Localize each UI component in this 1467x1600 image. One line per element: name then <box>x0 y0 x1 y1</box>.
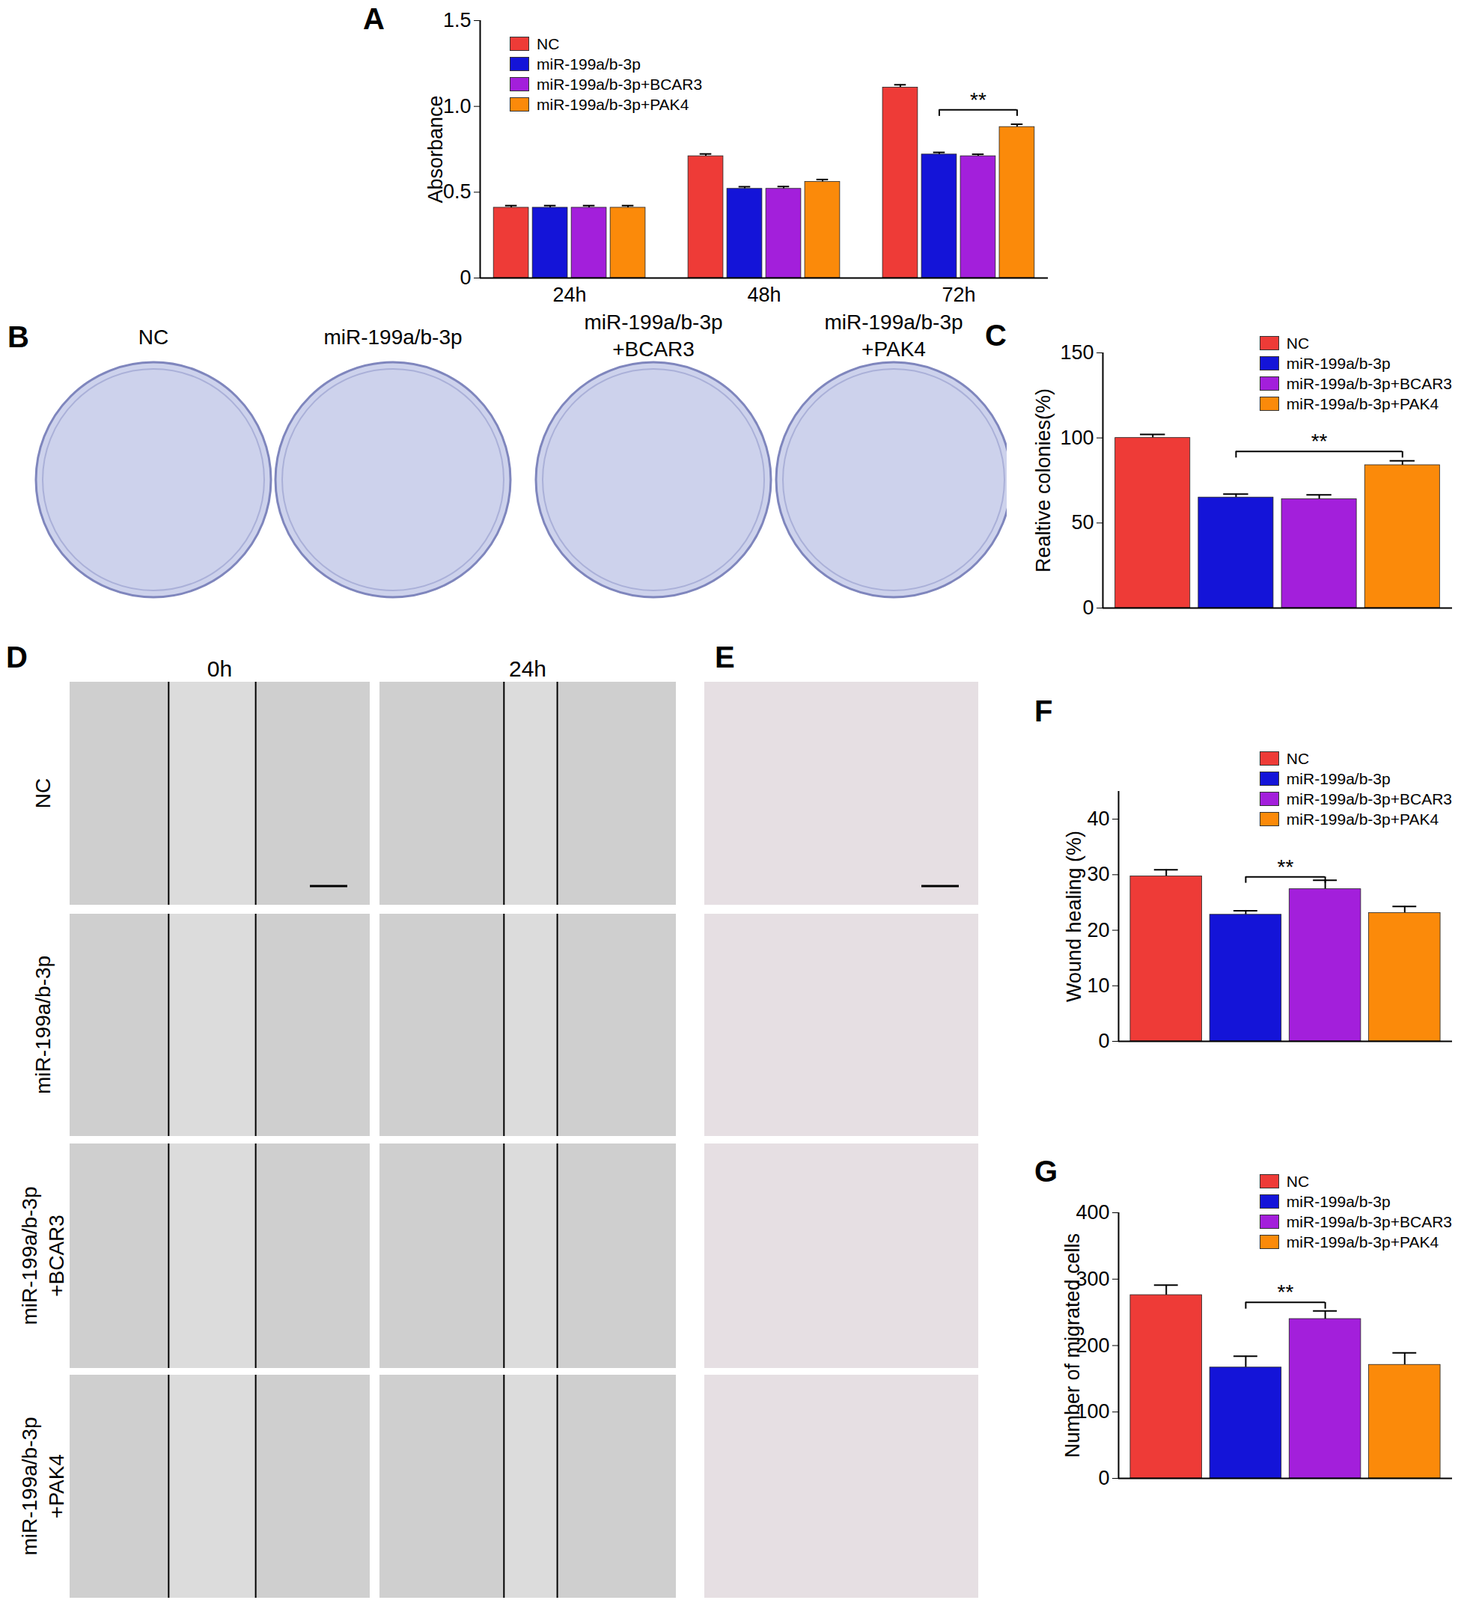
html-text:miR-199a/b-3p+BCAR3: miR-199a/b-3p+BCAR3 <box>536 75 703 93</box>
html-text:miR-199a/b-3p+PAK4: miR-199a/b-3p+PAK4 <box>1286 1233 1439 1251</box>
svg-text:40: 40 <box>1086 807 1110 831</box>
svg-text:+PAK4: +PAK4 <box>44 1454 69 1519</box>
svg-text:400: 400 <box>1075 1201 1110 1224</box>
svg-text:150: 150 <box>1059 341 1094 364</box>
svg-text:1.0: 1.0 <box>443 95 472 118</box>
html-text:B: B <box>7 320 30 354</box>
html-text:miR-199a/b-3p+BCAR3: miR-199a/b-3p+BCAR3 <box>1286 374 1453 393</box>
svg-text:1.5: 1.5 <box>443 8 472 32</box>
html-text:miR-199a/b-3p+BCAR3: miR-199a/b-3p+BCAR3 <box>1286 790 1453 808</box>
svg-text:Realtive colonies(%): Realtive colonies(%) <box>1032 388 1055 573</box>
svg-text:miR-199a/b-3p: miR-199a/b-3p <box>17 1416 42 1556</box>
html-text:A: A <box>363 2 385 36</box>
svg-text:24h: 24h <box>508 656 547 682</box>
svg-text:100: 100 <box>1059 426 1094 450</box>
svg-text:Number of migrated cells: Number of migrated cells <box>1061 1233 1084 1459</box>
svg-text:48h: 48h <box>746 283 781 307</box>
svg-text:+BCAR3: +BCAR3 <box>44 1214 69 1298</box>
svg-text:NC: NC <box>138 325 169 349</box>
svg-text:**: ** <box>1277 1280 1295 1304</box>
svg-text:72h: 72h <box>941 283 976 307</box>
svg-text:miR-199a/b-3p: miR-199a/b-3p <box>31 955 55 1095</box>
html-text:miR-199a/b-3p: miR-199a/b-3p <box>1286 354 1391 372</box>
svg-text:miR-199a/b-3p+BCAR3: miR-199a/b-3p+BCAR3 <box>583 310 723 361</box>
html-text:D: D <box>5 640 28 674</box>
svg-text:Wound healing (%): Wound healing (%) <box>1062 830 1086 1003</box>
html-text:miR-199a/b-3p: miR-199a/b-3p <box>1286 1193 1391 1211</box>
svg-text:0: 0 <box>1098 1467 1110 1490</box>
svg-text:0h: 0h <box>207 656 233 682</box>
svg-text:0: 0 <box>1082 596 1094 619</box>
html-text:miR-199a/b-3p+PAK4: miR-199a/b-3p+PAK4 <box>1286 395 1439 413</box>
html-text:miR-199a/b-3p: miR-199a/b-3p <box>1286 770 1391 788</box>
html-text:NC: NC <box>1286 749 1310 768</box>
html-text:miR-199a/b-3p+PAK4: miR-199a/b-3p+PAK4 <box>536 95 689 114</box>
svg-text:miR-199a/b-3p: miR-199a/b-3p <box>323 325 462 349</box>
svg-text:0: 0 <box>1098 1029 1110 1053</box>
html-text:F: F <box>1034 694 1053 728</box>
html-text:NC: NC <box>1286 1172 1310 1191</box>
html-text:miR-199a/b-3p: miR-199a/b-3p <box>536 55 641 73</box>
svg-text:**: ** <box>970 88 987 112</box>
svg-text:Absorbance: Absorbance <box>424 95 447 203</box>
html-text:E: E <box>714 640 735 674</box>
svg-text:300: 300 <box>1075 1267 1110 1291</box>
svg-text:**: ** <box>1311 429 1328 453</box>
svg-text:miR-199a/b-3p+PAK4: miR-199a/b-3p+PAK4 <box>824 310 963 361</box>
svg-text:NC: NC <box>31 778 55 809</box>
html-text:miR-199a/b-3p+PAK4: miR-199a/b-3p+PAK4 <box>1286 810 1439 828</box>
html-text:NC: NC <box>1286 334 1310 352</box>
svg-text:30: 30 <box>1086 862 1110 886</box>
svg-text:100: 100 <box>1075 1400 1110 1424</box>
svg-text:200: 200 <box>1075 1334 1110 1357</box>
svg-text:0.5: 0.5 <box>443 180 472 203</box>
html-text:NC: NC <box>536 35 560 53</box>
svg-text:**: ** <box>1277 855 1295 879</box>
html-text:C: C <box>984 318 1007 352</box>
svg-text:10: 10 <box>1086 974 1110 997</box>
html-text:miR-199a/b-3p+BCAR3: miR-199a/b-3p+BCAR3 <box>1286 1213 1453 1231</box>
svg-text:50: 50 <box>1071 511 1094 534</box>
svg-text:miR-199a/b-3p: miR-199a/b-3p <box>17 1186 42 1325</box>
svg-text:24h: 24h <box>553 283 587 307</box>
svg-text:0: 0 <box>459 266 471 289</box>
svg-text:20: 20 <box>1086 919 1110 942</box>
html-text:G: G <box>1034 1154 1058 1188</box>
